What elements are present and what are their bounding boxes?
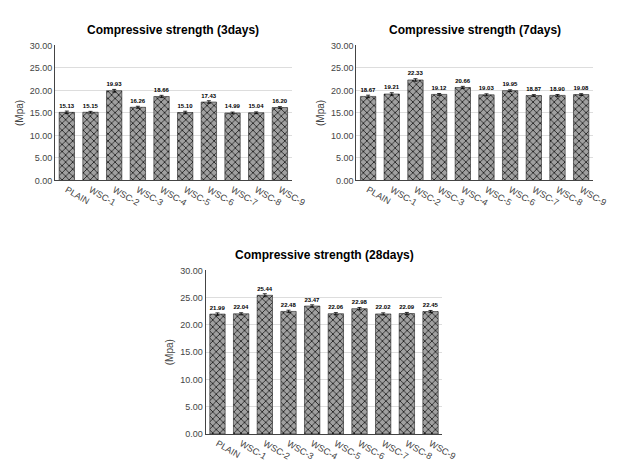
svg-text:WSC-2: WSC-2 — [111, 185, 141, 208]
svg-text:30.00: 30.00 — [30, 41, 53, 51]
svg-text:16.20: 16.20 — [272, 98, 288, 104]
svg-text:18.67: 18.67 — [360, 87, 376, 93]
svg-text:WSC-6: WSC-6 — [507, 185, 537, 208]
svg-text:PLAIN: PLAIN — [64, 185, 92, 207]
svg-text:19.93: 19.93 — [107, 81, 123, 87]
svg-text:5.00: 5.00 — [185, 402, 203, 412]
svg-text:WSC-4: WSC-4 — [460, 185, 490, 208]
svg-text:10.00: 10.00 — [331, 131, 354, 141]
svg-text:5.00: 5.00 — [35, 153, 53, 163]
svg-text:25.00: 25.00 — [331, 63, 354, 73]
svg-text:WSC-9: WSC-9 — [427, 438, 457, 461]
svg-text:15.00: 15.00 — [30, 108, 53, 118]
svg-text:WSC-5: WSC-5 — [182, 185, 212, 208]
svg-text:22.98: 22.98 — [352, 299, 368, 305]
svg-text:WSC-5: WSC-5 — [483, 185, 513, 208]
svg-text:22.04: 22.04 — [233, 304, 249, 310]
svg-text:0.00: 0.00 — [185, 429, 203, 439]
svg-text:17.43: 17.43 — [201, 93, 217, 99]
svg-text:WSC-2: WSC-2 — [412, 185, 442, 208]
svg-text:20.66: 20.66 — [455, 78, 471, 84]
svg-text:WSC-3: WSC-3 — [436, 185, 466, 208]
svg-text:19.21: 19.21 — [384, 84, 400, 90]
svg-text:19.12: 19.12 — [431, 85, 447, 91]
svg-text:Compressive strength (3days): Compressive strength (3days) — [87, 23, 259, 37]
svg-text:(Mpa): (Mpa) — [14, 100, 25, 126]
svg-text:30.00: 30.00 — [331, 41, 354, 51]
svg-text:19.08: 19.08 — [573, 85, 589, 91]
svg-text:WSC-9: WSC-9 — [578, 185, 608, 208]
svg-text:22.45: 22.45 — [423, 302, 439, 308]
svg-text:WSC-6: WSC-6 — [206, 185, 236, 208]
svg-text:WSC-7: WSC-7 — [531, 185, 561, 208]
svg-text:WSC-5: WSC-5 — [333, 438, 363, 461]
svg-text:15.15: 15.15 — [83, 103, 99, 109]
svg-text:22.33: 22.33 — [408, 70, 424, 76]
svg-text:15.04: 15.04 — [249, 103, 265, 109]
svg-text:23.47: 23.47 — [304, 297, 320, 303]
svg-text:0.00: 0.00 — [336, 176, 354, 186]
svg-text:20.00: 20.00 — [331, 86, 354, 96]
svg-text:15.10: 15.10 — [178, 103, 194, 109]
svg-text:WSC-2: WSC-2 — [262, 438, 292, 461]
svg-text:22.02: 22.02 — [376, 304, 392, 310]
svg-text:WSC-8: WSC-8 — [554, 185, 584, 208]
svg-text:21.99: 21.99 — [210, 305, 226, 311]
svg-text:WSC-3: WSC-3 — [285, 438, 315, 461]
svg-text:WSC-4: WSC-4 — [309, 438, 339, 461]
svg-text:20.00: 20.00 — [30, 86, 53, 96]
svg-text:WSC-9: WSC-9 — [277, 185, 307, 208]
svg-text:Compressive strength (28days): Compressive strength (28days) — [235, 248, 414, 262]
svg-text:WSC-1: WSC-1 — [389, 185, 419, 208]
svg-text:20.00: 20.00 — [180, 320, 203, 330]
svg-text:10.00: 10.00 — [180, 375, 203, 385]
svg-text:(Mpa): (Mpa) — [315, 100, 326, 126]
svg-text:25.44: 25.44 — [257, 286, 273, 292]
svg-text:10.00: 10.00 — [30, 131, 53, 141]
svg-text:25.00: 25.00 — [30, 63, 53, 73]
svg-text:0.00: 0.00 — [35, 176, 53, 186]
svg-text:15.00: 15.00 — [180, 347, 203, 357]
svg-text:WSC-8: WSC-8 — [404, 438, 434, 461]
svg-text:Compressive strength (7days): Compressive strength (7days) — [389, 23, 561, 37]
svg-text:16.26: 16.26 — [130, 98, 146, 104]
svg-text:18.87: 18.87 — [526, 86, 542, 92]
svg-text:25.00: 25.00 — [180, 293, 203, 303]
svg-text:WSC-7: WSC-7 — [380, 438, 410, 461]
svg-text:18.66: 18.66 — [154, 87, 170, 93]
svg-text:19.95: 19.95 — [502, 81, 518, 87]
svg-text:WSC-7: WSC-7 — [229, 185, 259, 208]
svg-text:19.03: 19.03 — [479, 85, 495, 91]
svg-text:WSC-1: WSC-1 — [238, 438, 268, 461]
svg-text:22.06: 22.06 — [328, 304, 344, 310]
svg-text:WSC-4: WSC-4 — [158, 185, 188, 208]
svg-text:WSC-6: WSC-6 — [356, 438, 386, 461]
svg-text:15.00: 15.00 — [331, 108, 354, 118]
svg-text:14.99: 14.99 — [225, 103, 241, 109]
svg-text:WSC-8: WSC-8 — [253, 185, 283, 208]
svg-text:WSC-1: WSC-1 — [87, 185, 117, 208]
svg-text:30.00: 30.00 — [180, 266, 203, 276]
svg-text:PLAIN: PLAIN — [214, 438, 242, 460]
svg-text:PLAIN: PLAIN — [365, 185, 393, 207]
svg-text:WSC-3: WSC-3 — [135, 185, 165, 208]
svg-text:18.90: 18.90 — [550, 86, 566, 92]
svg-text:15.13: 15.13 — [59, 103, 75, 109]
svg-text:22.48: 22.48 — [281, 302, 297, 308]
svg-text:22.09: 22.09 — [399, 304, 415, 310]
svg-text:(Mpa): (Mpa) — [164, 339, 175, 365]
svg-text:5.00: 5.00 — [336, 153, 354, 163]
